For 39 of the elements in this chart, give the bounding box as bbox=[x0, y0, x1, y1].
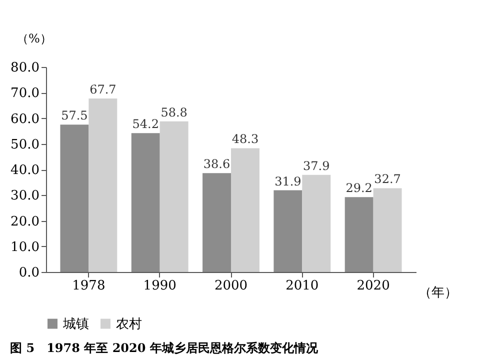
y-tick-label: 70.0 bbox=[10, 86, 40, 102]
bar bbox=[231, 148, 260, 272]
bar bbox=[302, 174, 331, 272]
data-label: 29.2 bbox=[346, 181, 372, 196]
y-axis-title: （%） bbox=[16, 32, 52, 46]
legend-label: 城镇 bbox=[62, 316, 89, 332]
x-tick-label: 1978 bbox=[72, 278, 106, 294]
legend-label: 农村 bbox=[116, 316, 142, 332]
data-label: 54.2 bbox=[132, 117, 159, 132]
y-tick-label: 0.0 bbox=[18, 266, 40, 280]
y-tick-label: 80.0 bbox=[10, 60, 40, 76]
x-tick-label: 1990 bbox=[143, 278, 176, 294]
bar bbox=[344, 197, 374, 272]
data-label: 38.6 bbox=[203, 157, 230, 172]
bar bbox=[60, 124, 89, 272]
bar bbox=[88, 98, 118, 272]
bar bbox=[131, 133, 160, 272]
y-tick-label: 60.0 bbox=[10, 112, 40, 127]
bar bbox=[202, 173, 231, 272]
data-label: 67.7 bbox=[90, 82, 116, 97]
y-tick-label: 40.0 bbox=[10, 163, 40, 178]
x-tick-label: 2010 bbox=[286, 278, 319, 294]
bar bbox=[373, 188, 402, 272]
data-label: 57.5 bbox=[61, 108, 88, 123]
bar bbox=[160, 121, 188, 272]
bar bbox=[274, 190, 302, 272]
data-label: 31.9 bbox=[274, 174, 302, 188]
x-tick-label: 2020 bbox=[356, 278, 390, 294]
data-label: 37.9 bbox=[303, 158, 330, 173]
x-tick-label: 2000 bbox=[214, 278, 248, 294]
y-tick-label: 20.0 bbox=[10, 214, 40, 230]
y-tick-label: 50.0 bbox=[10, 137, 40, 152]
data-label: 58.8 bbox=[160, 105, 188, 120]
x-axis-title: （年） bbox=[418, 286, 458, 300]
text: 图 5 1978 年至 2020 年城乡居民恩格尔系数变化情况 bbox=[10, 341, 319, 355]
y-tick-label: 10.0 bbox=[10, 240, 40, 255]
y-tick-label: 30.0 bbox=[10, 188, 40, 204]
data-label: 48.3 bbox=[232, 132, 259, 146]
data-label: 32.7 bbox=[374, 172, 401, 186]
